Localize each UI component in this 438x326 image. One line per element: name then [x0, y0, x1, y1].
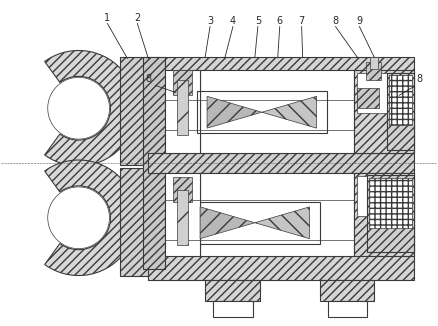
- Polygon shape: [207, 96, 262, 128]
- Polygon shape: [369, 178, 412, 228]
- Polygon shape: [371, 57, 378, 69]
- Text: 1: 1: [104, 13, 110, 22]
- Text: 8: 8: [145, 74, 152, 84]
- Polygon shape: [205, 279, 260, 302]
- Polygon shape: [173, 70, 192, 95]
- Polygon shape: [389, 75, 412, 125]
- Polygon shape: [165, 173, 200, 256]
- Text: 8: 8: [416, 74, 422, 84]
- Polygon shape: [387, 73, 414, 150]
- Text: 5: 5: [255, 16, 261, 26]
- Polygon shape: [45, 51, 136, 166]
- Polygon shape: [48, 77, 110, 139]
- Text: 4: 4: [230, 16, 236, 26]
- Polygon shape: [200, 207, 255, 239]
- Polygon shape: [165, 70, 200, 153]
- Polygon shape: [255, 207, 310, 239]
- Polygon shape: [262, 96, 317, 128]
- Text: 2: 2: [134, 13, 141, 22]
- Polygon shape: [367, 175, 414, 252]
- Polygon shape: [200, 173, 354, 256]
- Polygon shape: [366, 63, 381, 80]
- Polygon shape: [45, 160, 136, 275]
- Polygon shape: [354, 70, 414, 153]
- Text: 6: 6: [277, 16, 283, 26]
- Polygon shape: [143, 57, 165, 269]
- Polygon shape: [200, 70, 354, 153]
- Polygon shape: [357, 176, 387, 216]
- Text: 3: 3: [207, 16, 213, 26]
- Polygon shape: [177, 80, 188, 135]
- Polygon shape: [148, 173, 414, 279]
- Polygon shape: [357, 88, 379, 108]
- Polygon shape: [120, 57, 148, 165]
- Polygon shape: [320, 279, 374, 302]
- Text: 8: 8: [332, 16, 339, 26]
- Polygon shape: [173, 177, 192, 202]
- Polygon shape: [48, 187, 110, 249]
- Polygon shape: [213, 302, 253, 317]
- Polygon shape: [177, 190, 188, 244]
- Polygon shape: [120, 168, 148, 275]
- Polygon shape: [354, 173, 414, 256]
- Polygon shape: [357, 73, 387, 113]
- Polygon shape: [148, 57, 414, 153]
- Text: 9: 9: [357, 16, 363, 26]
- Text: 7: 7: [299, 16, 305, 26]
- Polygon shape: [328, 302, 367, 317]
- Polygon shape: [148, 153, 414, 173]
